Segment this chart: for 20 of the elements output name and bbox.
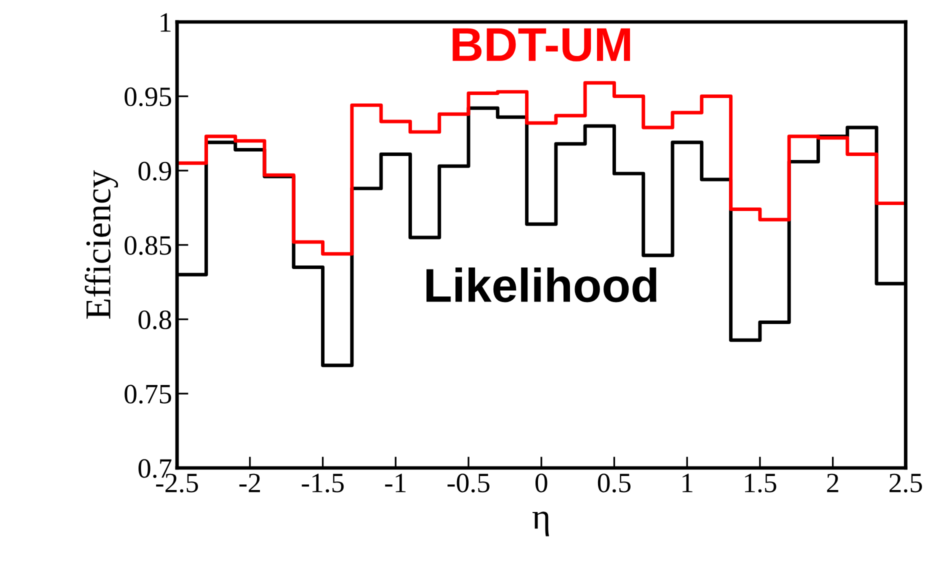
y-tick-label: 0.85 (124, 236, 172, 255)
x-tick-label: -0.5 (448, 474, 490, 492)
y-axis-title: Efficiency (84, 170, 118, 319)
x-tick-label: -1.5 (302, 474, 344, 492)
x-tick-label: -2 (239, 474, 260, 492)
x-tick-label: 2.5 (890, 474, 922, 492)
x-axis-title: η (532, 512, 549, 536)
series-label: BDT-UM (452, 28, 630, 62)
x-tick-label: 1 (682, 474, 692, 492)
x-tick-label: -1 (385, 474, 406, 492)
y-tick-label: 0.9 (138, 162, 172, 181)
y-tick-label: 1 (160, 13, 171, 32)
y-tick-label: 0.75 (124, 384, 172, 404)
x-tick-label: 2 (827, 474, 838, 492)
x-tick-label: 1.5 (745, 474, 776, 492)
x-tick-label: 0.5 (598, 474, 631, 492)
x-tick-label: 0 (535, 474, 548, 492)
y-tick-label: 0.8 (138, 310, 172, 330)
y-tick-label: 0.95 (124, 87, 172, 106)
series-label: Likelihood (426, 268, 656, 302)
